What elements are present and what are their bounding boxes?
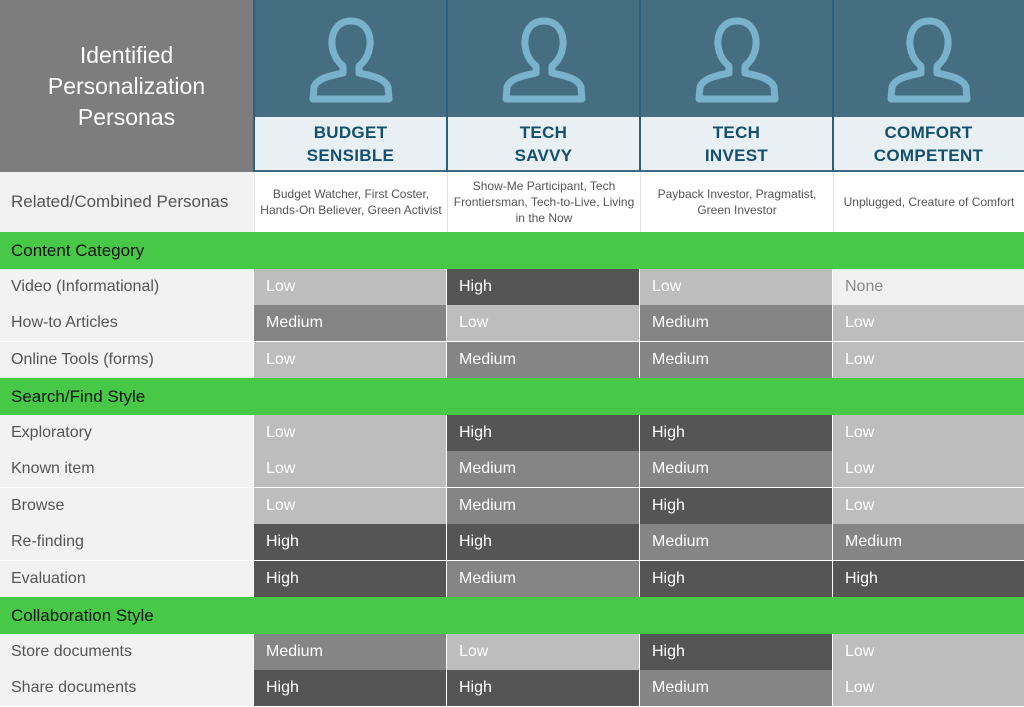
- persona-name: BUDGET SENSIBLE: [254, 117, 447, 172]
- row-label: Online Tools (forms): [0, 341, 253, 379]
- rating-cell: Low: [832, 487, 1024, 525]
- section-header: Search/Find Style: [0, 378, 1024, 415]
- rating-cell: Medium: [639, 305, 833, 342]
- matrix-title: Identified Personalization Personas: [0, 0, 253, 172]
- rating-cell: High: [446, 268, 640, 306]
- rating-cell: Low: [253, 451, 447, 488]
- persona-name-line: COMPETENT: [873, 145, 984, 165]
- rating-cell: Low: [253, 487, 447, 525]
- persona-name: TECH INVEST: [640, 117, 833, 172]
- persona-header: [254, 0, 447, 117]
- person-icon: [883, 15, 975, 103]
- rating-cell: Low: [832, 305, 1024, 342]
- related-personas-label: Related/Combined Personas: [0, 172, 253, 232]
- column-divider: [253, 0, 255, 172]
- rating-cell: None: [832, 268, 1024, 306]
- column-divider: [639, 0, 641, 172]
- persona-name-line: TECH: [712, 122, 761, 142]
- rating-cell: Medium: [639, 670, 833, 707]
- rating-cell: Medium: [446, 341, 640, 379]
- rating-cell: Low: [446, 305, 640, 342]
- section-header: Content Category: [0, 232, 1024, 269]
- rating-cell: Low: [253, 268, 447, 306]
- column-divider: [832, 0, 834, 172]
- title-line: Identified: [79, 41, 174, 68]
- rating-cell: High: [446, 524, 640, 561]
- rating-cell: Medium: [446, 560, 640, 598]
- rating-cell: Medium: [446, 487, 640, 525]
- rating-cell: Medium: [446, 451, 640, 488]
- related-personas-text: Payback Investor, Pragmatist, Green Inve…: [657, 187, 817, 217]
- rating-cell: Low: [253, 414, 447, 452]
- row-label: Re-finding: [0, 524, 253, 561]
- title-line: Personalization: [47, 72, 206, 99]
- persona-name-line: SAVVY: [514, 145, 573, 165]
- rating-cell: Low: [832, 414, 1024, 452]
- person-icon: [305, 15, 397, 103]
- rating-cell: Medium: [253, 305, 447, 342]
- person-icon: [498, 15, 590, 103]
- related-personas-cell: Show-Me Participant, Tech Frontiersman, …: [447, 172, 640, 232]
- persona-name-line: SENSIBLE: [306, 145, 395, 165]
- person-icon: [691, 15, 783, 103]
- rating-cell: High: [253, 670, 447, 707]
- persona-header: [640, 0, 833, 117]
- rating-cell: High: [639, 560, 833, 598]
- rating-cell: Low: [832, 670, 1024, 707]
- rating-cell: High: [639, 487, 833, 525]
- rating-cell: High: [832, 560, 1024, 598]
- rating-cell: Medium: [639, 451, 833, 488]
- row-label: Store documents: [0, 633, 253, 671]
- rating-cell: High: [446, 414, 640, 452]
- related-personas-cell: Payback Investor, Pragmatist, Green Inve…: [640, 172, 833, 232]
- row-label: Browse: [0, 487, 253, 525]
- rating-cell: Low: [446, 633, 640, 671]
- row-label: Evaluation: [0, 560, 253, 598]
- related-personas-text: Budget Watcher, First Coster, Hands-On B…: [260, 187, 442, 217]
- persona-name: TECH SAVVY: [447, 117, 640, 172]
- rating-cell: Low: [832, 451, 1024, 488]
- rating-cell: Low: [253, 341, 447, 379]
- persona-header: [447, 0, 640, 117]
- rating-cell: Medium: [832, 524, 1024, 561]
- rating-cell: High: [446, 670, 640, 707]
- title-line: Personas: [77, 103, 176, 130]
- row-label: Video (Informational): [0, 268, 253, 306]
- row-label: Exploratory: [0, 414, 253, 452]
- related-personas-cell: Unplugged, Creature of Comfort: [833, 172, 1024, 232]
- rating-cell: High: [253, 560, 447, 598]
- rating-cell: High: [639, 633, 833, 671]
- related-personas-text: Show-Me Participant, Tech Frontiersman, …: [453, 179, 635, 225]
- rating-cell: Medium: [639, 524, 833, 561]
- row-label: Share documents: [0, 670, 253, 707]
- column-divider: [446, 0, 448, 172]
- persona-name: COMFORT COMPETENT: [833, 117, 1024, 172]
- related-personas-cell: Budget Watcher, First Coster, Hands-On B…: [254, 172, 447, 232]
- persona-name-line: COMFORT: [884, 122, 973, 142]
- related-personas-text: Unplugged, Creature of Comfort: [843, 195, 1015, 209]
- persona-name-line: TECH: [519, 122, 568, 142]
- rating-cell: Low: [832, 633, 1024, 671]
- rating-cell: Medium: [639, 341, 833, 379]
- persona-name-line: INVEST: [704, 145, 769, 165]
- rating-cell: High: [639, 414, 833, 452]
- rating-cell: High: [253, 524, 447, 561]
- rating-cell: Low: [639, 268, 833, 306]
- row-label: Known item: [0, 451, 253, 488]
- persona-header: [833, 0, 1024, 117]
- rating-cell: Low: [832, 341, 1024, 379]
- section-header: Collaboration Style: [0, 597, 1024, 634]
- rating-cell: Medium: [253, 633, 447, 671]
- row-label: How-to Articles: [0, 305, 253, 342]
- persona-name-line: BUDGET: [313, 122, 388, 142]
